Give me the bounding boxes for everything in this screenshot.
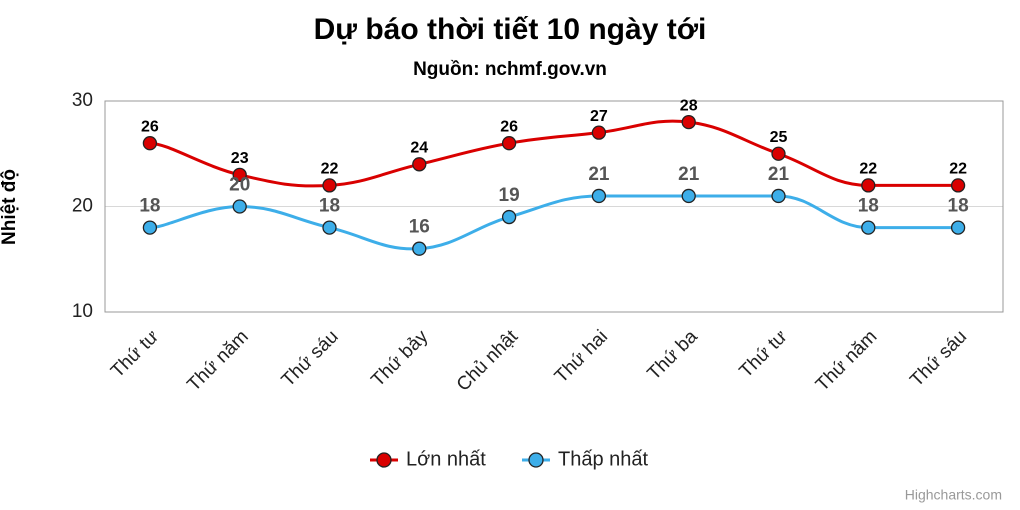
data-label: 18 — [319, 196, 340, 217]
data-label: 18 — [139, 196, 160, 217]
data-label: 26 — [500, 118, 518, 135]
point-marker — [771, 146, 786, 161]
point-marker — [950, 220, 966, 235]
chart-subtitle: Nguồn: nchmf.gov.vn — [413, 59, 607, 80]
point-marker — [861, 220, 876, 235]
chart-title: Dự báo thời tiết 10 ngày tới — [314, 13, 707, 46]
data-label: 18 — [858, 196, 879, 217]
point-marker — [501, 136, 517, 151]
series-line — [149, 194, 959, 251]
data-label: 19 — [499, 185, 520, 206]
y-tick-label: 30 — [72, 90, 93, 111]
x-tick-label: Chủ nhật — [453, 326, 523, 396]
point-marker — [142, 220, 158, 235]
data-label: 26 — [141, 118, 159, 135]
data-label: 18 — [948, 196, 969, 217]
legend-marker — [376, 452, 392, 468]
point-marker — [591, 188, 607, 204]
data-label: 28 — [680, 97, 698, 114]
x-tick-label: Thứ năm — [812, 326, 881, 395]
point-marker — [681, 114, 696, 130]
data-label: 21 — [678, 164, 700, 185]
legend-item: Lớn nhất — [370, 448, 486, 470]
point-marker — [322, 178, 337, 193]
legend-marker — [528, 452, 544, 468]
point-marker — [412, 157, 427, 172]
data-label: 16 — [409, 217, 430, 238]
series-line — [149, 119, 959, 188]
x-tick-label: Thứ tư — [107, 326, 163, 382]
point-marker — [232, 167, 247, 183]
legend-label: Thấp nhất — [558, 448, 649, 470]
point-marker — [771, 188, 786, 204]
data-label: 20 — [229, 175, 250, 196]
point-marker — [681, 188, 696, 204]
y-axis-title: Nhiệt độ — [0, 169, 20, 245]
point-marker — [142, 136, 158, 151]
credits: Highcharts.com — [905, 487, 1002, 503]
x-tick-label: Thứ sáu — [906, 326, 971, 391]
point-marker — [322, 220, 337, 235]
data-label: 22 — [321, 161, 339, 178]
data-label: 25 — [770, 129, 788, 146]
data-label: 24 — [410, 140, 428, 157]
x-tick-label: Thứ ba — [644, 326, 703, 385]
point-marker — [232, 199, 247, 214]
point-marker — [950, 178, 966, 193]
x-tick-label: Thứ bảy — [367, 326, 432, 391]
data-label: 21 — [768, 164, 790, 185]
data-label: 22 — [949, 161, 967, 178]
legend-item: Thấp nhất — [522, 448, 649, 470]
data-label: 23 — [231, 150, 249, 167]
x-tick-label: Thứ năm — [183, 326, 252, 395]
plot-border — [104, 100, 1004, 313]
point-marker — [591, 125, 607, 140]
data-label: 21 — [588, 164, 610, 185]
y-tick-label: 20 — [72, 196, 93, 217]
x-tick-label: Thứ sáu — [278, 326, 343, 391]
y-tick-label: 10 — [72, 301, 93, 322]
data-label: 27 — [590, 108, 608, 125]
legend-label: Lớn nhất — [406, 448, 486, 470]
data-label: 22 — [859, 161, 877, 178]
x-tick-label: Thứ hai — [551, 326, 612, 387]
x-tick-label: Thứ tư — [736, 326, 792, 382]
point-marker — [501, 209, 517, 225]
point-marker — [861, 178, 876, 193]
point-marker — [412, 241, 427, 256]
